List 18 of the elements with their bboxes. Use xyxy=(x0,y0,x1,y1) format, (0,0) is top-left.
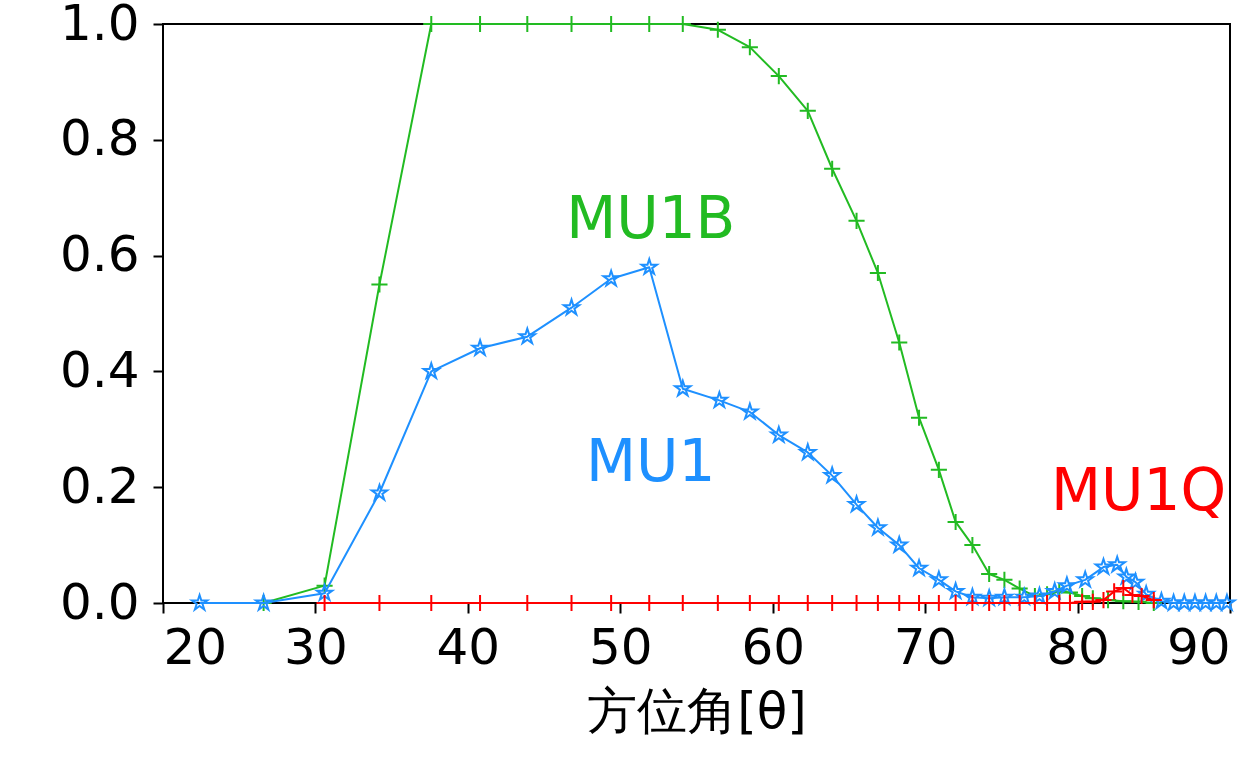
x-tick-label: 20 xyxy=(163,617,228,676)
x-tick-label: 30 xyxy=(284,617,348,676)
y-tick-label: 0.4 xyxy=(59,340,140,399)
x-tick-label: 60 xyxy=(741,617,806,676)
x-tick-label: 50 xyxy=(588,617,653,676)
x-tick-label: 40 xyxy=(436,617,501,676)
x-tick-label: 70 xyxy=(893,617,958,676)
series-label: MU1 xyxy=(586,427,716,496)
y-tick-label: 1.0 xyxy=(59,0,140,52)
series-label: MU1B xyxy=(566,183,736,252)
y-tick-label: 0.0 xyxy=(59,572,140,631)
series-label: MU1Q xyxy=(1051,455,1227,524)
x-tick-label: 90 xyxy=(1166,617,1231,676)
y-tick-label: 0.6 xyxy=(59,225,140,284)
x-axis-title: 方位角[θ] xyxy=(587,681,807,740)
y-tick-label: 0.8 xyxy=(59,109,140,168)
x-tick-label: 80 xyxy=(1046,617,1110,676)
y-tick-label: 0.2 xyxy=(59,456,140,515)
